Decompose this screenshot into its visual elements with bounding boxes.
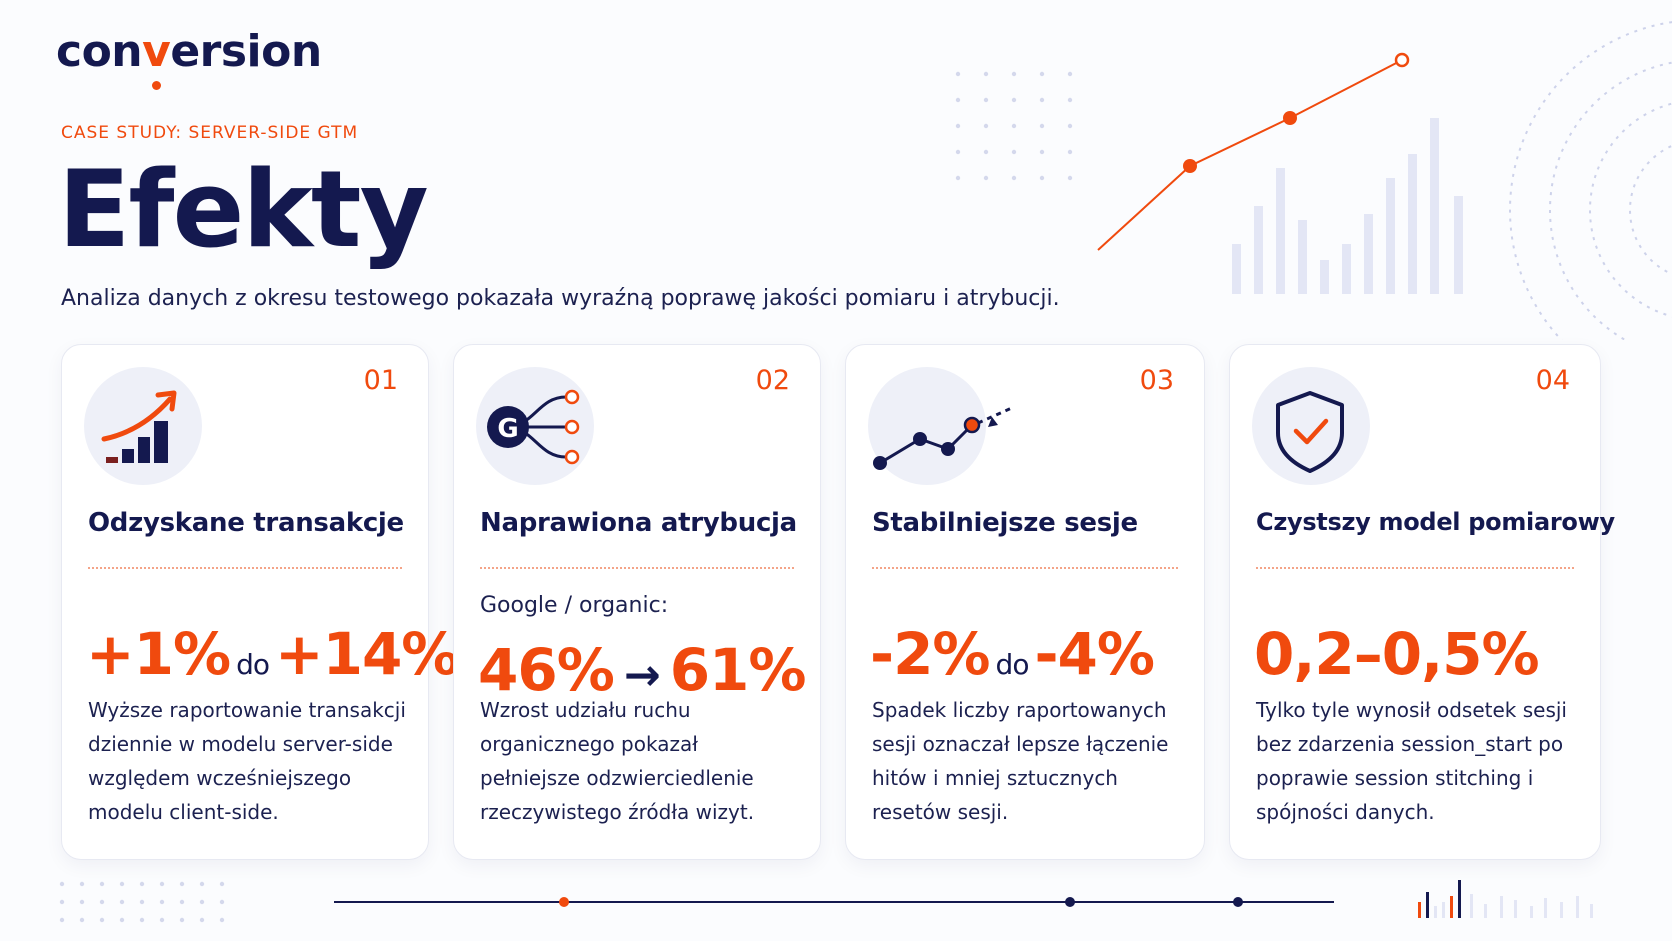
card-description: Tylko tyle wynosił odsetek sesji bez zda… (1256, 698, 1567, 824)
conversion-logo: conv ersion (56, 24, 322, 90)
result-card-sessions: 03 Stabilniejsze sesje -2% do -4% Spadek l… (845, 344, 1205, 860)
metric-from: +1% (86, 620, 231, 688)
logo-part: ersion (170, 26, 322, 77)
card-description: Wzrost udziału ruchu organicznego pokaza… (480, 698, 755, 824)
metric-join: do (236, 648, 270, 681)
decorative-growth-graphic (955, 21, 1672, 340)
result-card-attribution: 02 G Naprawiona atrybucja Google / organ… (453, 344, 821, 860)
svg-text:G: G (497, 414, 518, 444)
card-description: Wyższe raportowanie transakcji dziennie … (88, 698, 406, 824)
card-number: 02 (755, 365, 790, 396)
card-description: Spadek liczby raportowanych sesji oznacz… (872, 698, 1169, 824)
google-attribution-icon: G (487, 389, 580, 465)
icon-background (1252, 367, 1370, 485)
card-metric: +1% do +14% (86, 619, 459, 700)
metric-from: -2% (870, 620, 991, 688)
metric-to: 61% (669, 636, 807, 704)
page-subtitle: Analiza danych z okresu testowego pokaza… (61, 286, 1060, 311)
result-card-measurement-model: 04 Czystszy model pomiarowy 0,2–0,5% Tyl… (1229, 344, 1615, 860)
card-divider (88, 567, 402, 569)
session-path-icon (873, 405, 1015, 470)
card-metric: 0,2–0,5% (1254, 620, 1540, 688)
card-title: Odzyskane transakcje (88, 508, 404, 538)
logo-part: con (56, 26, 143, 77)
metric-to: +14% (274, 620, 459, 688)
card-title: Czystszy model pomiarowy (1256, 508, 1615, 536)
card-number: 01 (363, 365, 398, 396)
card-metric: -2% do -4% (870, 619, 1155, 700)
card-number: 03 (1139, 365, 1174, 396)
card-title: Naprawiona atrybucja (480, 508, 797, 538)
icon-background (84, 367, 202, 485)
metric-join: do (995, 648, 1030, 681)
bar-growth-icon (101, 390, 177, 463)
logo-accent: v (142, 24, 171, 90)
card-metric: 46% → 61% (478, 635, 807, 711)
metric-caption: Google / organic: (480, 593, 669, 618)
arrow-right-icon: → (623, 650, 661, 701)
card-divider (1256, 567, 1574, 569)
card-divider (872, 567, 1178, 569)
shield-check-icon (1276, 391, 1344, 473)
card-divider (480, 567, 794, 569)
card-title: Stabilniejsze sesje (872, 508, 1138, 538)
result-card-transactions: 01 Odzyskane transakcje +1% do +14% Wyższe… (61, 344, 459, 860)
card-number: 04 (1535, 365, 1570, 396)
decorative-footer-graphic (59, 880, 1593, 923)
page-title: Efekty (58, 148, 429, 271)
metric-from: 46% (478, 636, 615, 704)
eyebrow-label: CASE STUDY: SERVER-SIDE GTM (61, 123, 359, 143)
metric-to: -4% (1034, 620, 1155, 688)
